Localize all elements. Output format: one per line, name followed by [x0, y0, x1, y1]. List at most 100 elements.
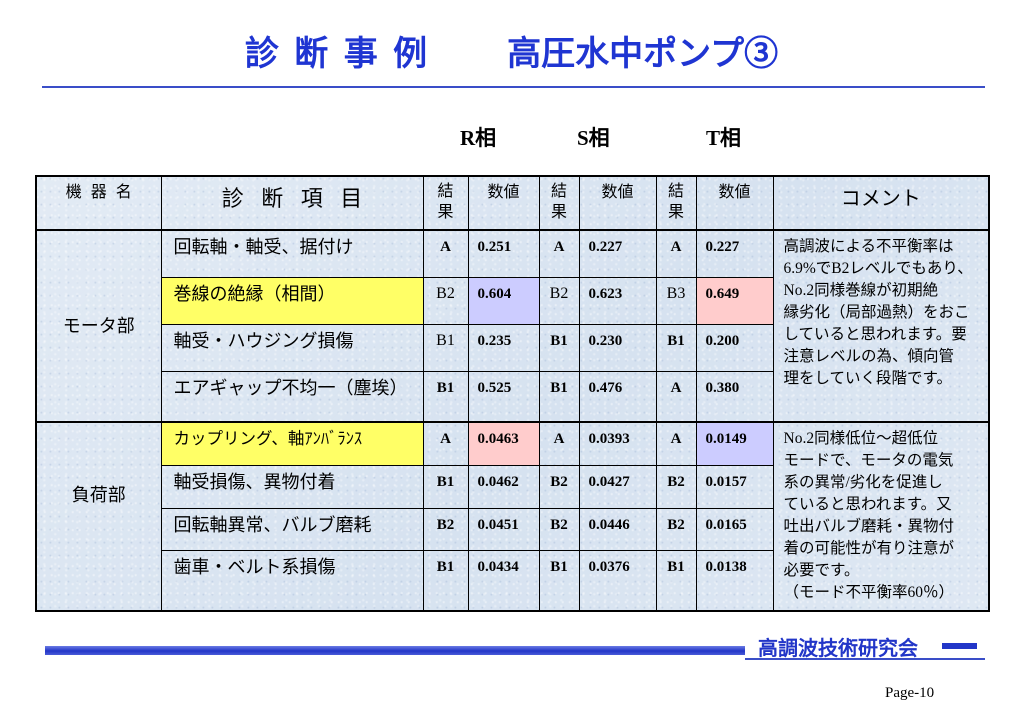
header-comment: コメント	[772, 175, 990, 231]
comment-line: 高調波による不平衡率は	[783, 238, 954, 255]
r-phase-result: A	[422, 229, 469, 278]
r-phase-value: 0.0434	[467, 549, 540, 612]
footer-mark	[942, 643, 977, 649]
title-subject: 高圧水中ポンプ③	[507, 35, 779, 73]
diagnosis-item: 回転軸異常、バルブ磨耗	[160, 507, 424, 551]
r-phase-value: 0.525	[467, 370, 540, 423]
t-phase-value: 0.649	[695, 276, 774, 325]
header-t-result-label: 結果	[667, 183, 684, 221]
comment-line: 注意レベルの為、傾向管	[783, 348, 955, 365]
header-device: 機 器 名	[35, 175, 162, 231]
r-phase-result: A	[422, 421, 469, 466]
group-label-motor: モータ部	[35, 229, 162, 423]
group-label-load: 負荷部	[35, 421, 162, 612]
footer-rule	[745, 658, 985, 660]
diagnosis-table: 機 器 名 診 断 項 目 結果 数値 結果 数値 結果 数値 コメント モータ…	[35, 175, 990, 612]
diagnosis-item: 歯車・ベルト系損傷	[160, 549, 424, 612]
r-phase-value: 0.0451	[467, 507, 540, 551]
t-phase-value: 0.200	[695, 323, 774, 372]
diagnosis-item: カップリング、軸ｱﾝﾊﾞﾗﾝｽ	[160, 421, 424, 466]
header-r-value: 数値	[467, 175, 540, 231]
r-phase-value: 0.235	[467, 323, 540, 372]
r-phase-result: B1	[422, 464, 469, 509]
s-phase-value: 0.0446	[578, 507, 657, 551]
comment-line: 理をしていく段階です。	[783, 370, 953, 387]
t-phase-value: 0.0149	[695, 421, 774, 466]
comment-line: 6.9%でB2レベルでもあり、	[783, 260, 973, 277]
phase-header-r: R相	[460, 126, 497, 150]
s-phase-result: B1	[538, 370, 580, 423]
table-row: 軸受・ハウジング損傷 B1 0.235 B1 0.230 B1 0.200	[36, 323, 989, 372]
page-number: Page-10	[885, 685, 935, 701]
t-phase-result: A	[655, 229, 697, 278]
table-row: 巻線の絶縁（相間） B2 0.604 B2 0.623 B3 0.649	[36, 276, 989, 325]
comment-line: No.2同様低位～超低位	[783, 430, 939, 447]
comment-line: モードで、モータの電気	[783, 452, 954, 469]
r-phase-value: 0.604	[467, 276, 540, 325]
diagnosis-item: 軸受・ハウジング損傷	[160, 323, 424, 372]
r-phase-value: 0.0462	[467, 464, 540, 509]
phase-header-s: S相	[577, 126, 610, 150]
t-phase-value: 0.380	[695, 370, 774, 423]
diagnosis-item: 軸受損傷、異物付着	[160, 464, 424, 509]
table-row: 回転軸異常、バルブ磨耗 B2 0.0451 B2 0.0446 B2 0.016…	[36, 507, 989, 551]
s-phase-value: 0.0427	[578, 464, 657, 509]
comment-load: No.2同様低位～超低位 モードで、モータの電気 系の異常/劣化を促進し ている…	[772, 421, 990, 612]
comment-line: 吐出バルブ磨耗・異物付	[783, 518, 955, 535]
t-phase-value: 0.0157	[695, 464, 774, 509]
table-header-row: 機 器 名 診 断 項 目 結果 数値 結果 数値 結果 数値 コメント	[35, 175, 990, 231]
comment-line: していると思われます。要	[783, 326, 967, 343]
r-phase-result: B1	[422, 549, 469, 612]
r-phase-result: B2	[422, 507, 469, 551]
comment-motor: 高調波による不平衡率は 6.9%でB2レベルでもあり、 No.2同様巻線が初期絶…	[772, 229, 990, 423]
s-phase-value: 0.623	[578, 276, 657, 325]
t-phase-result: B3	[655, 276, 697, 325]
slide-title: 診 断 事 例 高圧水中ポンプ③	[0, 32, 1023, 76]
s-phase-result: A	[538, 229, 580, 278]
s-phase-result: B1	[538, 549, 580, 612]
s-phase-result: B2	[538, 276, 580, 325]
t-phase-result: A	[655, 370, 697, 423]
r-phase-result: B1	[422, 323, 469, 372]
header-r-result: 結果	[422, 175, 469, 231]
comment-line: 縁劣化（局部過熱）をおこ	[783, 304, 970, 321]
table-row: モータ部 回転軸・軸受、据付け A 0.251 A 0.227 A 0.227 …	[35, 229, 990, 423]
table-row: 軸受損傷、異物付着 B1 0.0462 B2 0.0427 B2 0.0157	[36, 464, 989, 509]
table-row: 歯車・ベルト系損傷 B1 0.0434 B1 0.0376 B1 0.0138	[36, 549, 989, 612]
t-phase-result: A	[655, 421, 697, 466]
r-phase-result: B2	[422, 276, 469, 325]
title-main: 診 断 事 例	[244, 35, 428, 73]
header-s-result: 結果	[538, 175, 580, 231]
header-s-value: 数値	[578, 175, 657, 231]
t-phase-value: 0.0165	[695, 507, 774, 551]
r-phase-result: B1	[422, 370, 469, 423]
s-phase-value: 0.230	[578, 323, 657, 372]
header-t-value: 数値	[695, 175, 774, 231]
table-row: エアギャップ不均一（塵埃） B1 0.525 B1 0.476 A 0.380	[36, 370, 989, 423]
s-phase-result: A	[538, 421, 580, 466]
diagnosis-item: 巻線の絶縁（相間）	[160, 276, 424, 325]
diagnosis-item: 回転軸・軸受、据付け	[160, 229, 424, 278]
header-t-result: 結果	[655, 175, 697, 231]
header-s-result-label: 結果	[550, 183, 567, 221]
t-phase-result: B1	[655, 549, 697, 612]
phase-header-t: T相	[706, 126, 742, 150]
header-diagnosis-item: 診 断 項 目	[160, 175, 424, 231]
title-underline	[42, 86, 985, 88]
comment-line: ていると思われます。又	[783, 496, 952, 513]
diagnosis-item: エアギャップ不均一（塵埃）	[160, 370, 424, 423]
t-phase-value: 0.227	[695, 229, 774, 278]
header-r-result-label: 結果	[437, 183, 454, 221]
footer-organization: 高調波技術研究会	[758, 638, 918, 660]
comment-line: 系の異常/劣化を促進し	[783, 474, 943, 491]
comment-line: 必要です。	[783, 562, 860, 579]
s-phase-result: B2	[538, 464, 580, 509]
s-phase-value: 0.227	[578, 229, 657, 278]
s-phase-value: 0.0376	[578, 549, 657, 612]
t-phase-result: B2	[655, 464, 697, 509]
table-row: 負荷部 カップリング、軸ｱﾝﾊﾞﾗﾝｽ A 0.0463 A 0.0393 A …	[35, 421, 990, 612]
comment-line: No.2同様巻線が初期絶	[783, 282, 939, 299]
r-phase-value: 0.251	[467, 229, 540, 278]
r-phase-value: 0.0463	[467, 421, 540, 466]
footer-bar	[45, 646, 745, 655]
